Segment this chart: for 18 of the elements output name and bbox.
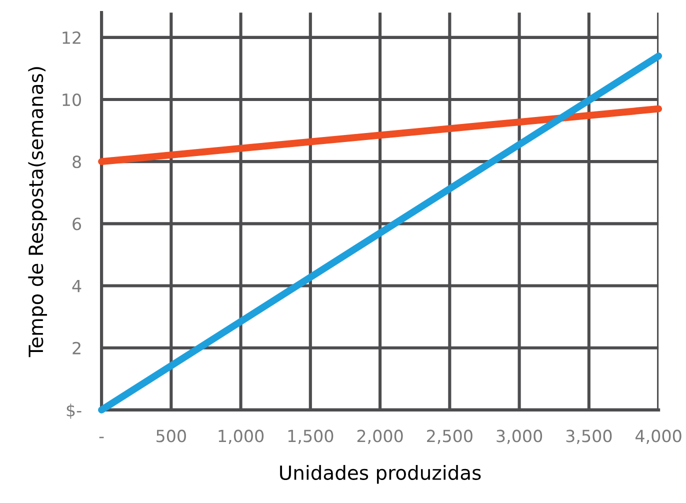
x-tick-label: -	[99, 436, 104, 438]
x-tick-label: 1,000	[218, 430, 264, 444]
y-tick-label: 6	[72, 218, 82, 230]
y-tick-label: 8	[72, 156, 81, 168]
x-tick-label: 2,000	[357, 430, 403, 444]
y-tick-label: 12	[62, 31, 80, 44]
x-tick-label: 500	[156, 430, 186, 442]
x-tick-label: 2,500	[427, 430, 472, 444]
x-tick-label: 1,500	[288, 430, 334, 444]
x-tick-label: 3,500	[566, 430, 612, 444]
y-tick-label: 4	[72, 280, 82, 292]
y-tick-label: 2	[72, 342, 80, 354]
x-tick-label: 4,000	[636, 430, 682, 444]
y-tick-label: $-	[66, 404, 82, 419]
x-tick-label: 3,000	[496, 430, 542, 444]
y-tick-label: 10	[62, 93, 81, 106]
y-axis-title: Tempo de Resposta(semanas)	[28, 67, 47, 358]
x-axis-title: Unidades produzidas	[280, 464, 481, 484]
